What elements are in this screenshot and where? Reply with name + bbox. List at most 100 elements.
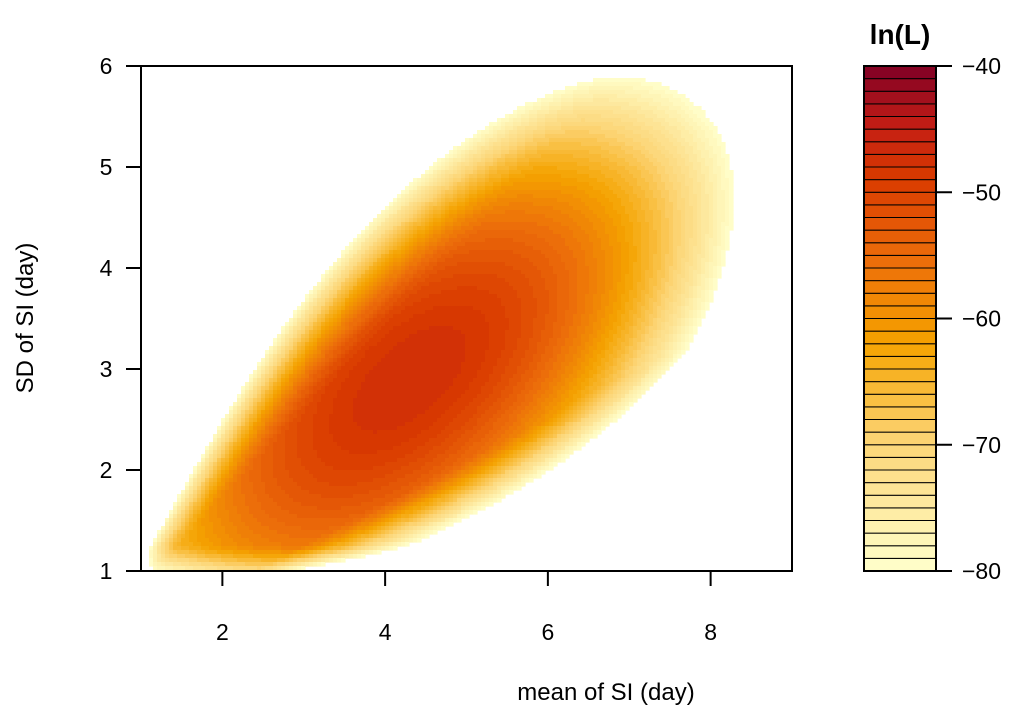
- heatmap-cell: [433, 334, 438, 339]
- heatmap-cell: [453, 386, 458, 391]
- heatmap-cell: [373, 510, 378, 515]
- heatmap-cell: [401, 542, 406, 547]
- heatmap-cell: [405, 226, 410, 231]
- heatmap-cell: [465, 142, 470, 147]
- heatmap-cell: [381, 318, 386, 323]
- heatmap-cell: [325, 366, 330, 371]
- heatmap-cell: [177, 530, 182, 535]
- heatmap-cell: [389, 334, 394, 339]
- heatmap-cell: [405, 258, 410, 263]
- heatmap-cell: [405, 422, 410, 427]
- heatmap-cell: [357, 318, 362, 323]
- heatmap-cell: [325, 390, 330, 395]
- heatmap-cell: [269, 466, 274, 471]
- heatmap-cell: [393, 306, 398, 311]
- heatmap-cell: [313, 326, 318, 331]
- heatmap-cell: [461, 254, 466, 259]
- heatmap-cell: [289, 442, 294, 447]
- heatmap-cell: [393, 266, 398, 271]
- heatmap-cell: [329, 270, 334, 275]
- heatmap-cell: [377, 254, 382, 259]
- heatmap-cell: [341, 402, 346, 407]
- heatmap-cell: [261, 518, 266, 523]
- heatmap-cell: [445, 154, 450, 159]
- heatmap-cell: [217, 498, 222, 503]
- heatmap-cell: [389, 506, 394, 511]
- heatmap-cell: [269, 478, 274, 483]
- heatmap-cell: [461, 186, 466, 191]
- heatmap-cell: [425, 286, 430, 291]
- heatmap-cell: [293, 534, 298, 539]
- heatmap-cell: [389, 270, 394, 275]
- heatmap-cell: [349, 466, 354, 471]
- heatmap-cell: [345, 258, 350, 263]
- heatmap-cell: [321, 514, 326, 519]
- heatmap-cell: [253, 450, 258, 455]
- heatmap-cell: [397, 466, 402, 471]
- heatmap-cell: [441, 306, 446, 311]
- heatmap-cell: [261, 462, 266, 467]
- heatmap-cell: [297, 406, 302, 411]
- heatmap-cell: [377, 478, 382, 483]
- heatmap-cell: [245, 410, 250, 415]
- heatmap-cell: [321, 474, 326, 479]
- heatmap-cell: [409, 374, 414, 379]
- heatmap-cell: [185, 518, 190, 523]
- heatmap-cell: [349, 330, 354, 335]
- heatmap-cell: [349, 354, 354, 359]
- heatmap-cell: [285, 514, 290, 519]
- heatmap-cell: [309, 318, 314, 323]
- heatmap-cell: [377, 322, 382, 327]
- heatmap-cell: [425, 218, 430, 223]
- heatmap-cell: [301, 562, 306, 567]
- heatmap-cell: [353, 274, 358, 279]
- heatmap-cell: [365, 366, 370, 371]
- heatmap-cell: [369, 546, 374, 551]
- heatmap-cell: [297, 490, 302, 495]
- heatmap-cell: [461, 366, 466, 371]
- heatmap-cell: [325, 558, 330, 563]
- heatmap-cell: [305, 366, 310, 371]
- heatmap-cell: [305, 550, 310, 555]
- heatmap-cell: [393, 518, 398, 523]
- heatmap-cell: [413, 422, 418, 427]
- heatmap-cell: [389, 222, 394, 227]
- heatmap-cell: [289, 410, 294, 415]
- heatmap-cell: [265, 498, 270, 503]
- heatmap-cell: [297, 422, 302, 427]
- heatmap-cell: [153, 562, 158, 567]
- heatmap-cell: [325, 430, 330, 435]
- heatmap-cell: [317, 346, 322, 351]
- heatmap-cell: [249, 434, 254, 439]
- heatmap-cell: [409, 186, 414, 191]
- heatmap-cell: [445, 282, 450, 287]
- heatmap-cell: [457, 446, 462, 451]
- heatmap-cell: [465, 414, 470, 419]
- heatmap-cell: [321, 426, 326, 431]
- heatmap-cell: [237, 518, 242, 523]
- heatmap-cell: [265, 410, 270, 415]
- heatmap-cell: [365, 550, 370, 555]
- heatmap-cell: [357, 422, 362, 427]
- heatmap-cell: [257, 554, 262, 559]
- heatmap-cell: [245, 554, 250, 559]
- heatmap-cell: [313, 378, 318, 383]
- heatmap-cell: [229, 530, 234, 535]
- heatmap-cell: [389, 526, 394, 531]
- heatmap-cell: [441, 342, 446, 347]
- heatmap-cell: [341, 302, 346, 307]
- heatmap-cell: [237, 414, 242, 419]
- heatmap-cell: [425, 370, 430, 375]
- heatmap-cell: [329, 554, 334, 559]
- heatmap-cell: [393, 530, 398, 535]
- heatmap-cell: [285, 558, 290, 563]
- heatmap-cell: [341, 522, 346, 527]
- heatmap-cell: [269, 522, 274, 527]
- heatmap-cell: [425, 242, 430, 247]
- heatmap-cell: [213, 550, 218, 555]
- heatmap-cell: [409, 286, 414, 291]
- heatmap-cell: [453, 318, 458, 323]
- heatmap-cell: [349, 522, 354, 527]
- heatmap-cell: [413, 498, 418, 503]
- heatmap-cell: [297, 446, 302, 451]
